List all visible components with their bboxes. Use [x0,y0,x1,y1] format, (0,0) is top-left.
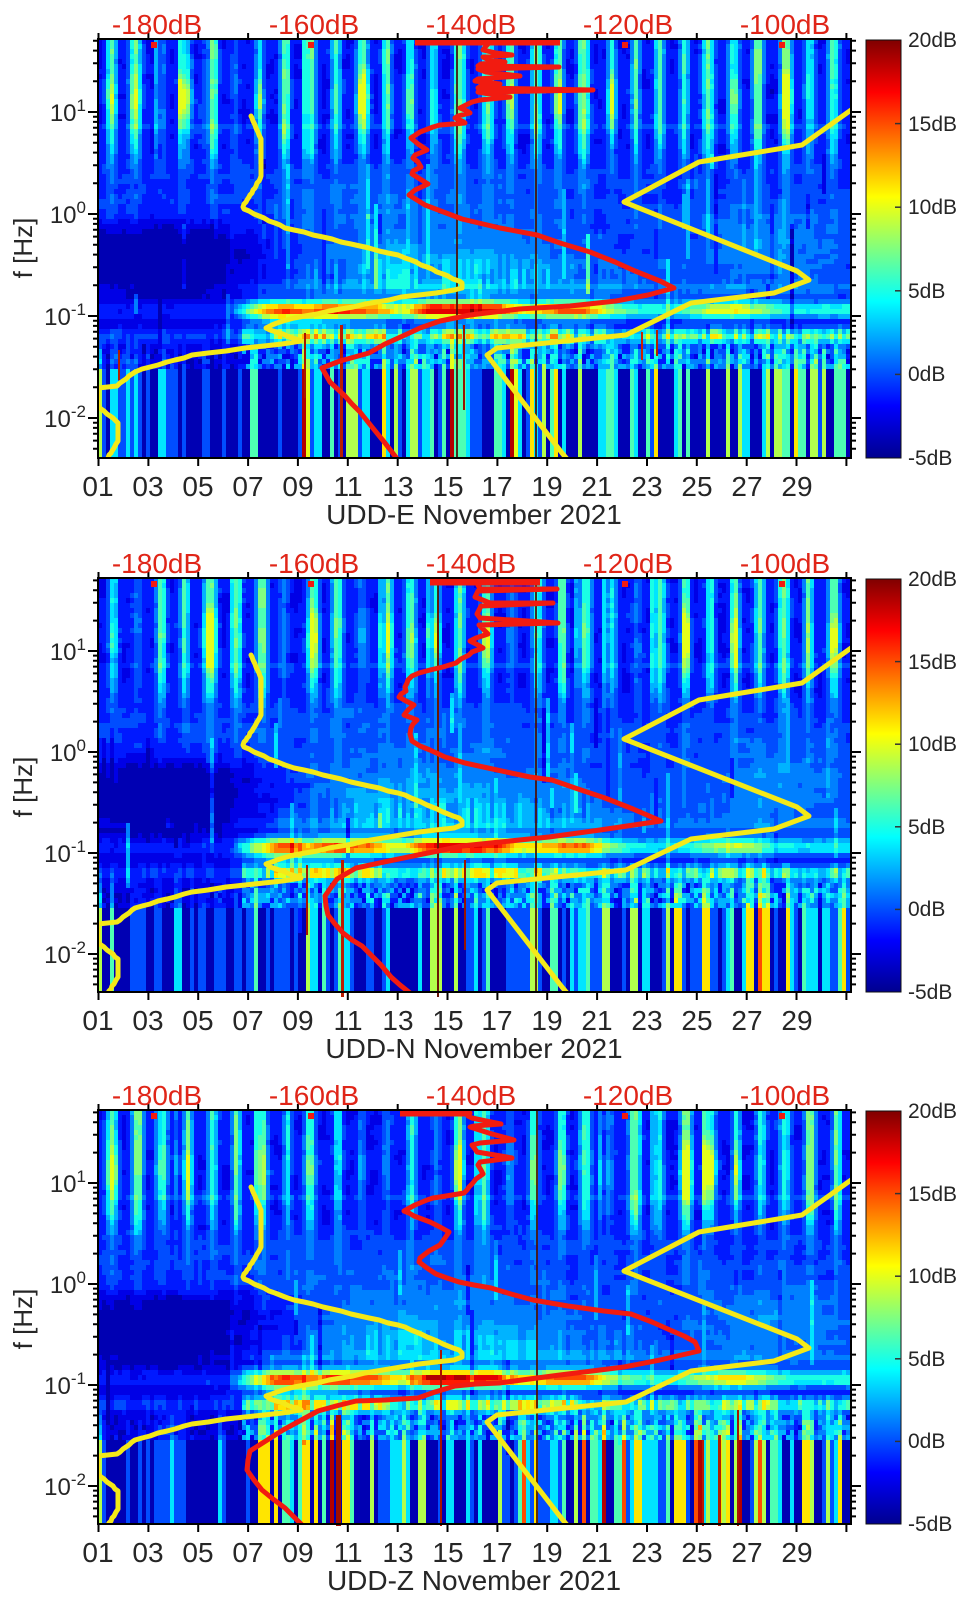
svg-text:15dB: 15dB [908,651,957,674]
svg-text:19: 19 [531,1537,562,1568]
svg-text:5dB: 5dB [908,816,945,839]
svg-text:25: 25 [681,471,712,502]
svg-text:10dB: 10dB [908,196,957,219]
svg-text:101: 101 [50,96,86,127]
svg-text:-5dB: -5dB [908,1513,952,1536]
svg-text:-160dB: -160dB [269,548,359,579]
svg-text:f [Hz]: f [Hz] [8,218,38,279]
svg-text:-180dB: -180dB [112,1080,202,1111]
svg-text:13: 13 [382,471,413,502]
svg-text:20dB: 20dB [908,568,957,591]
svg-text:-100dB: -100dB [740,548,830,579]
svg-text:01: 01 [82,471,113,502]
svg-text:-100dB: -100dB [740,1080,830,1111]
svg-text:29: 29 [781,1537,812,1568]
svg-text:19: 19 [531,1005,562,1036]
svg-text:25: 25 [681,1537,712,1568]
svg-text:09: 09 [282,471,313,502]
svg-text:21: 21 [581,1537,612,1568]
svg-text:UDD-E November 2021: UDD-E November 2021 [326,499,622,530]
svg-text:20dB: 20dB [908,1100,957,1123]
svg-text:17: 17 [481,471,512,502]
svg-text:25: 25 [681,1005,712,1036]
svg-text:17: 17 [481,1537,512,1568]
svg-text:UDD-Z November 2021: UDD-Z November 2021 [327,1565,621,1596]
svg-text:07: 07 [232,471,263,502]
svg-text:f [Hz]: f [Hz] [8,1289,38,1350]
svg-text:27: 27 [731,1005,762,1036]
svg-text:13: 13 [382,1537,413,1568]
svg-text:15dB: 15dB [908,113,957,136]
svg-text:03: 03 [132,1537,163,1568]
svg-text:23: 23 [631,1005,662,1036]
svg-text:-120dB: -120dB [583,9,673,40]
svg-text:17: 17 [481,1005,512,1036]
svg-text:-140dB: -140dB [426,548,516,579]
svg-text:5dB: 5dB [908,1348,945,1371]
svg-text:-160dB: -160dB [269,9,359,40]
svg-text:f [Hz]: f [Hz] [8,757,38,818]
svg-text:10dB: 10dB [908,733,957,756]
svg-text:-5dB: -5dB [908,447,952,470]
svg-text:11: 11 [333,471,362,502]
svg-text:15: 15 [432,1005,463,1036]
svg-text:-140dB: -140dB [426,9,516,40]
svg-text:-120dB: -120dB [583,1080,673,1111]
svg-text:-120dB: -120dB [583,548,673,579]
svg-text:29: 29 [781,471,812,502]
svg-text:11: 11 [333,1005,362,1036]
svg-text:10-1: 10-1 [44,300,86,331]
svg-text:05: 05 [182,471,213,502]
svg-text:5dB: 5dB [908,280,945,303]
svg-text:11: 11 [333,1537,362,1568]
svg-text:27: 27 [731,1537,762,1568]
svg-text:0dB: 0dB [908,1430,945,1453]
svg-text:0dB: 0dB [908,363,945,386]
svg-text:01: 01 [82,1005,113,1036]
svg-text:23: 23 [631,1537,662,1568]
svg-text:15: 15 [432,1537,463,1568]
svg-text:01: 01 [82,1537,113,1568]
svg-text:-5dB: -5dB [908,981,952,1004]
svg-text:05: 05 [182,1005,213,1036]
svg-text:15: 15 [432,471,463,502]
svg-text:07: 07 [232,1537,263,1568]
svg-text:29: 29 [781,1005,812,1036]
svg-text:27: 27 [731,471,762,502]
svg-text:03: 03 [132,471,163,502]
svg-text:19: 19 [531,471,562,502]
svg-text:20dB: 20dB [908,29,957,52]
svg-text:0dB: 0dB [908,898,945,921]
svg-text:13: 13 [382,1005,413,1036]
svg-text:-100dB: -100dB [740,9,830,40]
svg-text:07: 07 [232,1005,263,1036]
svg-text:09: 09 [282,1005,313,1036]
svg-text:23: 23 [631,471,662,502]
svg-text:09: 09 [282,1537,313,1568]
svg-text:21: 21 [581,471,612,502]
svg-text:21: 21 [581,1005,612,1036]
svg-text:15dB: 15dB [908,1183,957,1206]
svg-text:-160dB: -160dB [269,1080,359,1111]
svg-text:03: 03 [132,1005,163,1036]
svg-text:05: 05 [182,1537,213,1568]
svg-text:-140dB: -140dB [426,1080,516,1111]
svg-text:10dB: 10dB [908,1265,957,1288]
svg-text:-180dB: -180dB [112,548,202,579]
svg-text:UDD-N November 2021: UDD-N November 2021 [325,1033,622,1064]
svg-text:-180dB: -180dB [112,9,202,40]
